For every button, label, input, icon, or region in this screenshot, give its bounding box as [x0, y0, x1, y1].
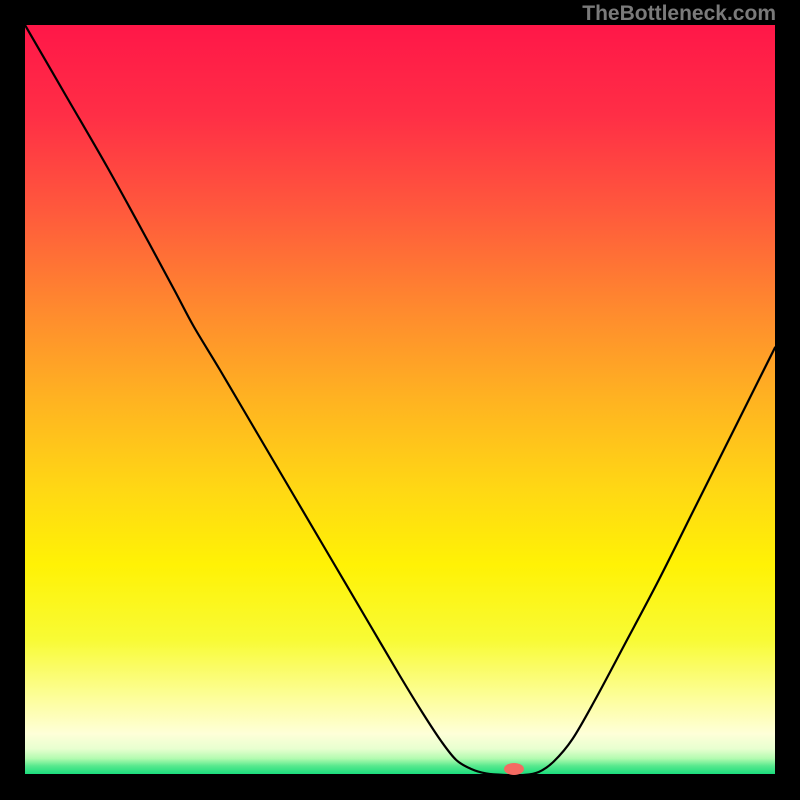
chart-svg [25, 25, 775, 775]
bottleneck-chart [25, 25, 775, 775]
optimum-marker [504, 763, 524, 775]
watermark-text: TheBottleneck.com [582, 2, 776, 26]
chart-background [25, 25, 775, 775]
